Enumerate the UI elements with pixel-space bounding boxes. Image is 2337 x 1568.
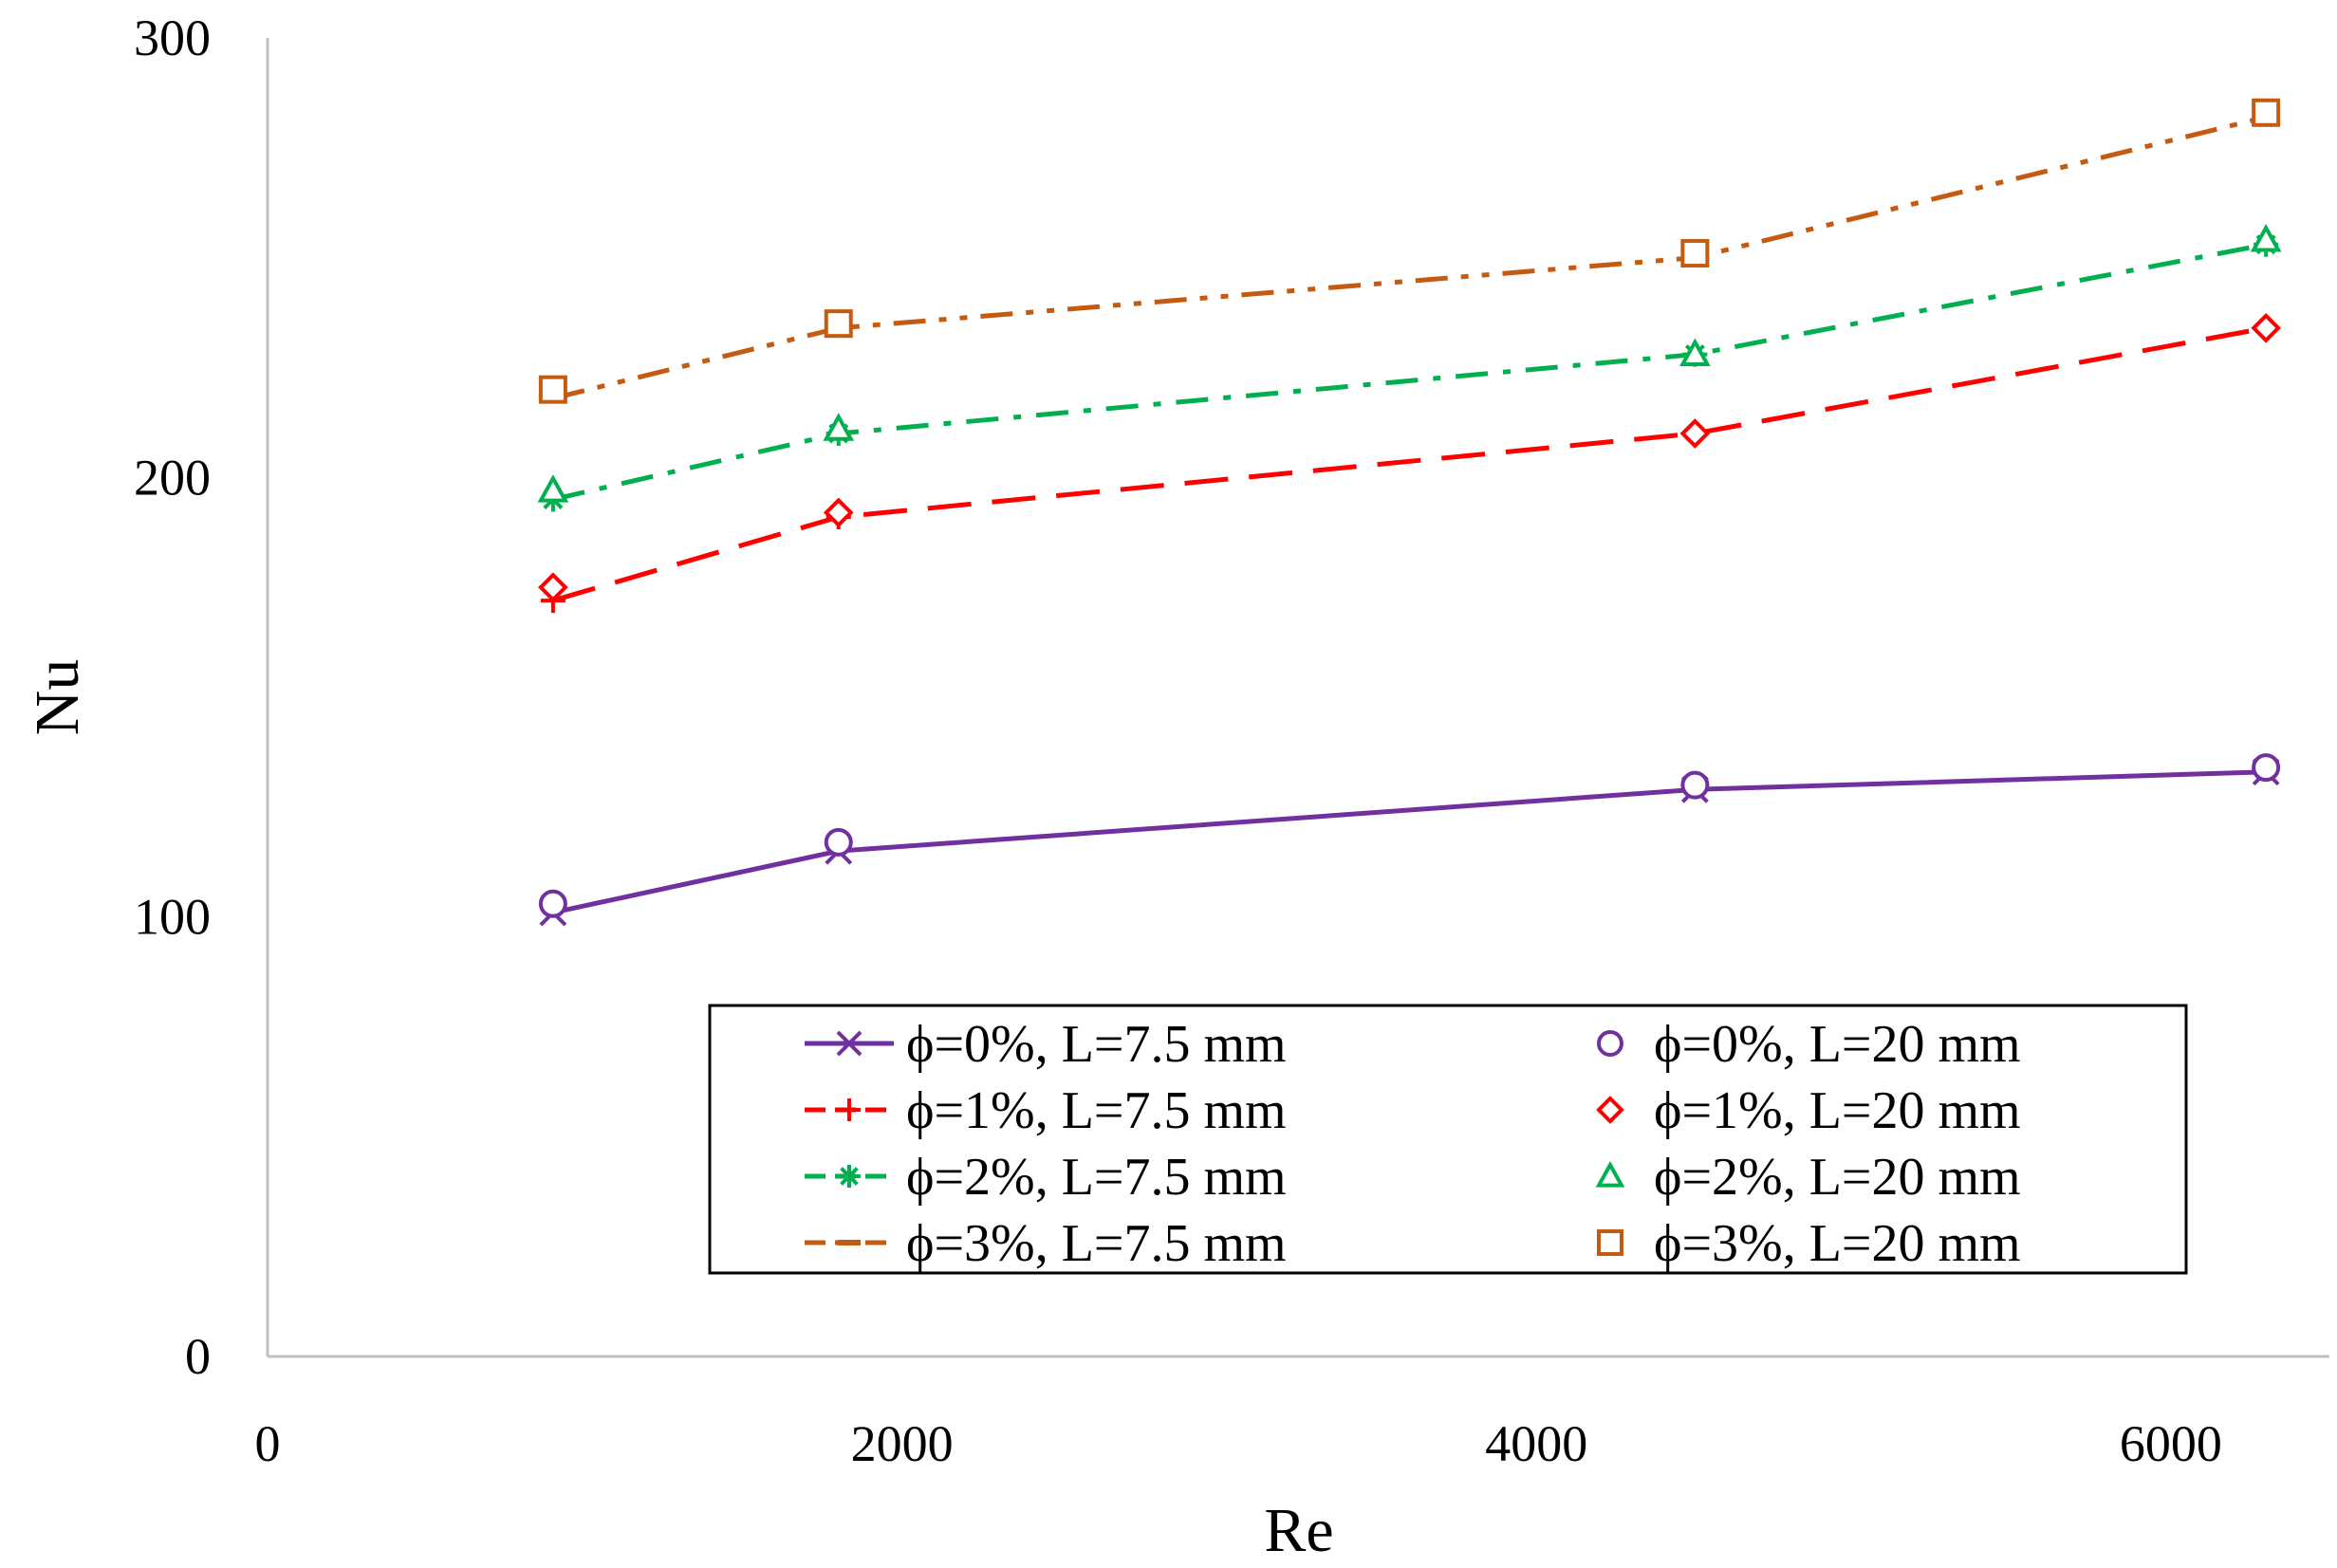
legend-entry-phi-2pct-l-20-mm: ϕ=2%, L=20 mm [1595,1148,2021,1207]
data-point-phi-1pct-l-20-mm [1679,418,1711,449]
legend-label: ϕ=1%, L=20 mm [1654,1081,2021,1140]
legend-entry-phi-0pct-l-7-5-mm: ϕ=0%, L=7.5 mm [805,1015,1287,1074]
legend-entry-phi-0pct-l-20-mm: ϕ=0%, L=20 mm [1597,1015,2021,1074]
series-line-phi-2pct-l-7-5-mm [552,242,2267,502]
legend-label: ϕ=0%, L=7.5 mm [906,1015,1287,1074]
series-line-phi-0pct-l-7-5-mm [552,769,2267,915]
data-point-phi-2pct-l-20-mm [823,413,855,441]
legend-label: ϕ=2%, L=7.5 mm [906,1148,1287,1207]
x-tick-label: 2000 [851,1415,954,1472]
data-point-phi-3pct-l-20-mm [824,309,853,339]
legend-marker [1597,1229,1623,1256]
legend-entry-phi-3pct-l-7-5-mm: ϕ=3%, L=7.5 mm [805,1214,1287,1273]
legend-marker [1595,1160,1625,1188]
legend-entry-phi-1pct-l-7-5-mm: ϕ=1%, L=7.5 mm [805,1081,1287,1140]
y-tick-label: 300 [134,9,211,66]
legend-marker [838,1165,861,1188]
legend-marker [1597,1030,1623,1057]
series-line-phi-3pct-l-7-5-mm [552,114,2267,401]
data-point-phi-0pct-l-20-mm [1680,770,1710,800]
legend-label: ϕ=3%, L=7.5 mm [906,1214,1287,1273]
data-point-phi-1pct-l-20-mm [2251,312,2281,343]
legend-entry-phi-1pct-l-20-mm: ϕ=1%, L=20 mm [1596,1081,2021,1140]
legend-box [708,1004,2188,1275]
y-tick-label: 200 [134,449,211,506]
legend-entry-phi-2pct-l-7-5-mm: ϕ=2%, L=7.5 mm [805,1148,1287,1207]
legend-marker [836,1030,862,1057]
y-axis-title: Nu [23,659,92,736]
legend-marker [1596,1096,1624,1124]
data-point-phi-3pct-l-20-mm [538,375,567,404]
data-point-phi-3pct-l-20-mm [2252,98,2281,127]
series-markers [537,98,2282,927]
data-point-phi-2pct-l-20-mm [537,474,569,503]
data-point-phi-0pct-l-20-mm [824,827,853,857]
axes: 0 2000 4000 6000 0 100 200 300 [134,9,2329,1472]
data-point-phi-1pct-l-20-mm [538,572,568,602]
x-tick-label: 0 [255,1415,281,1472]
legend: ϕ=0%, L=7.5 mm ϕ=1%, L=7.5 mm ϕ=2%, L=7.5 … [708,1004,2188,1275]
legend-label: ϕ=1%, L=7.5 mm [906,1081,1287,1140]
data-point-phi-2pct-l-20-mm [1679,338,1711,366]
legend-label: ϕ=3%, L=20 mm [1654,1214,2021,1273]
data-point-phi-3pct-l-20-mm [1680,239,1710,268]
data-point-phi-0pct-l-20-mm [2252,753,2281,783]
legend-label: ϕ=0%, L=20 mm [1654,1015,2021,1074]
legend-label: ϕ=2%, L=20 mm [1654,1148,2021,1207]
y-tick-label: 100 [134,889,211,946]
data-point-phi-0pct-l-20-mm [538,889,567,918]
x-tick-label: 6000 [2120,1415,2222,1472]
series-lines [552,114,2267,915]
y-tick-label: 0 [185,1328,211,1385]
legend-entry-phi-3pct-l-20-mm: ϕ=3%, L=20 mm [1597,1214,2021,1273]
data-point-phi-1pct-l-20-mm [823,497,854,528]
series-line-phi-1pct-l-7-5-mm [552,325,2267,603]
data-point-phi-2pct-l-20-mm [2250,224,2282,252]
x-tick-label: 4000 [1485,1415,1587,1472]
legend-marker [838,1098,861,1121]
x-axis-title: Re [1264,1496,1333,1565]
